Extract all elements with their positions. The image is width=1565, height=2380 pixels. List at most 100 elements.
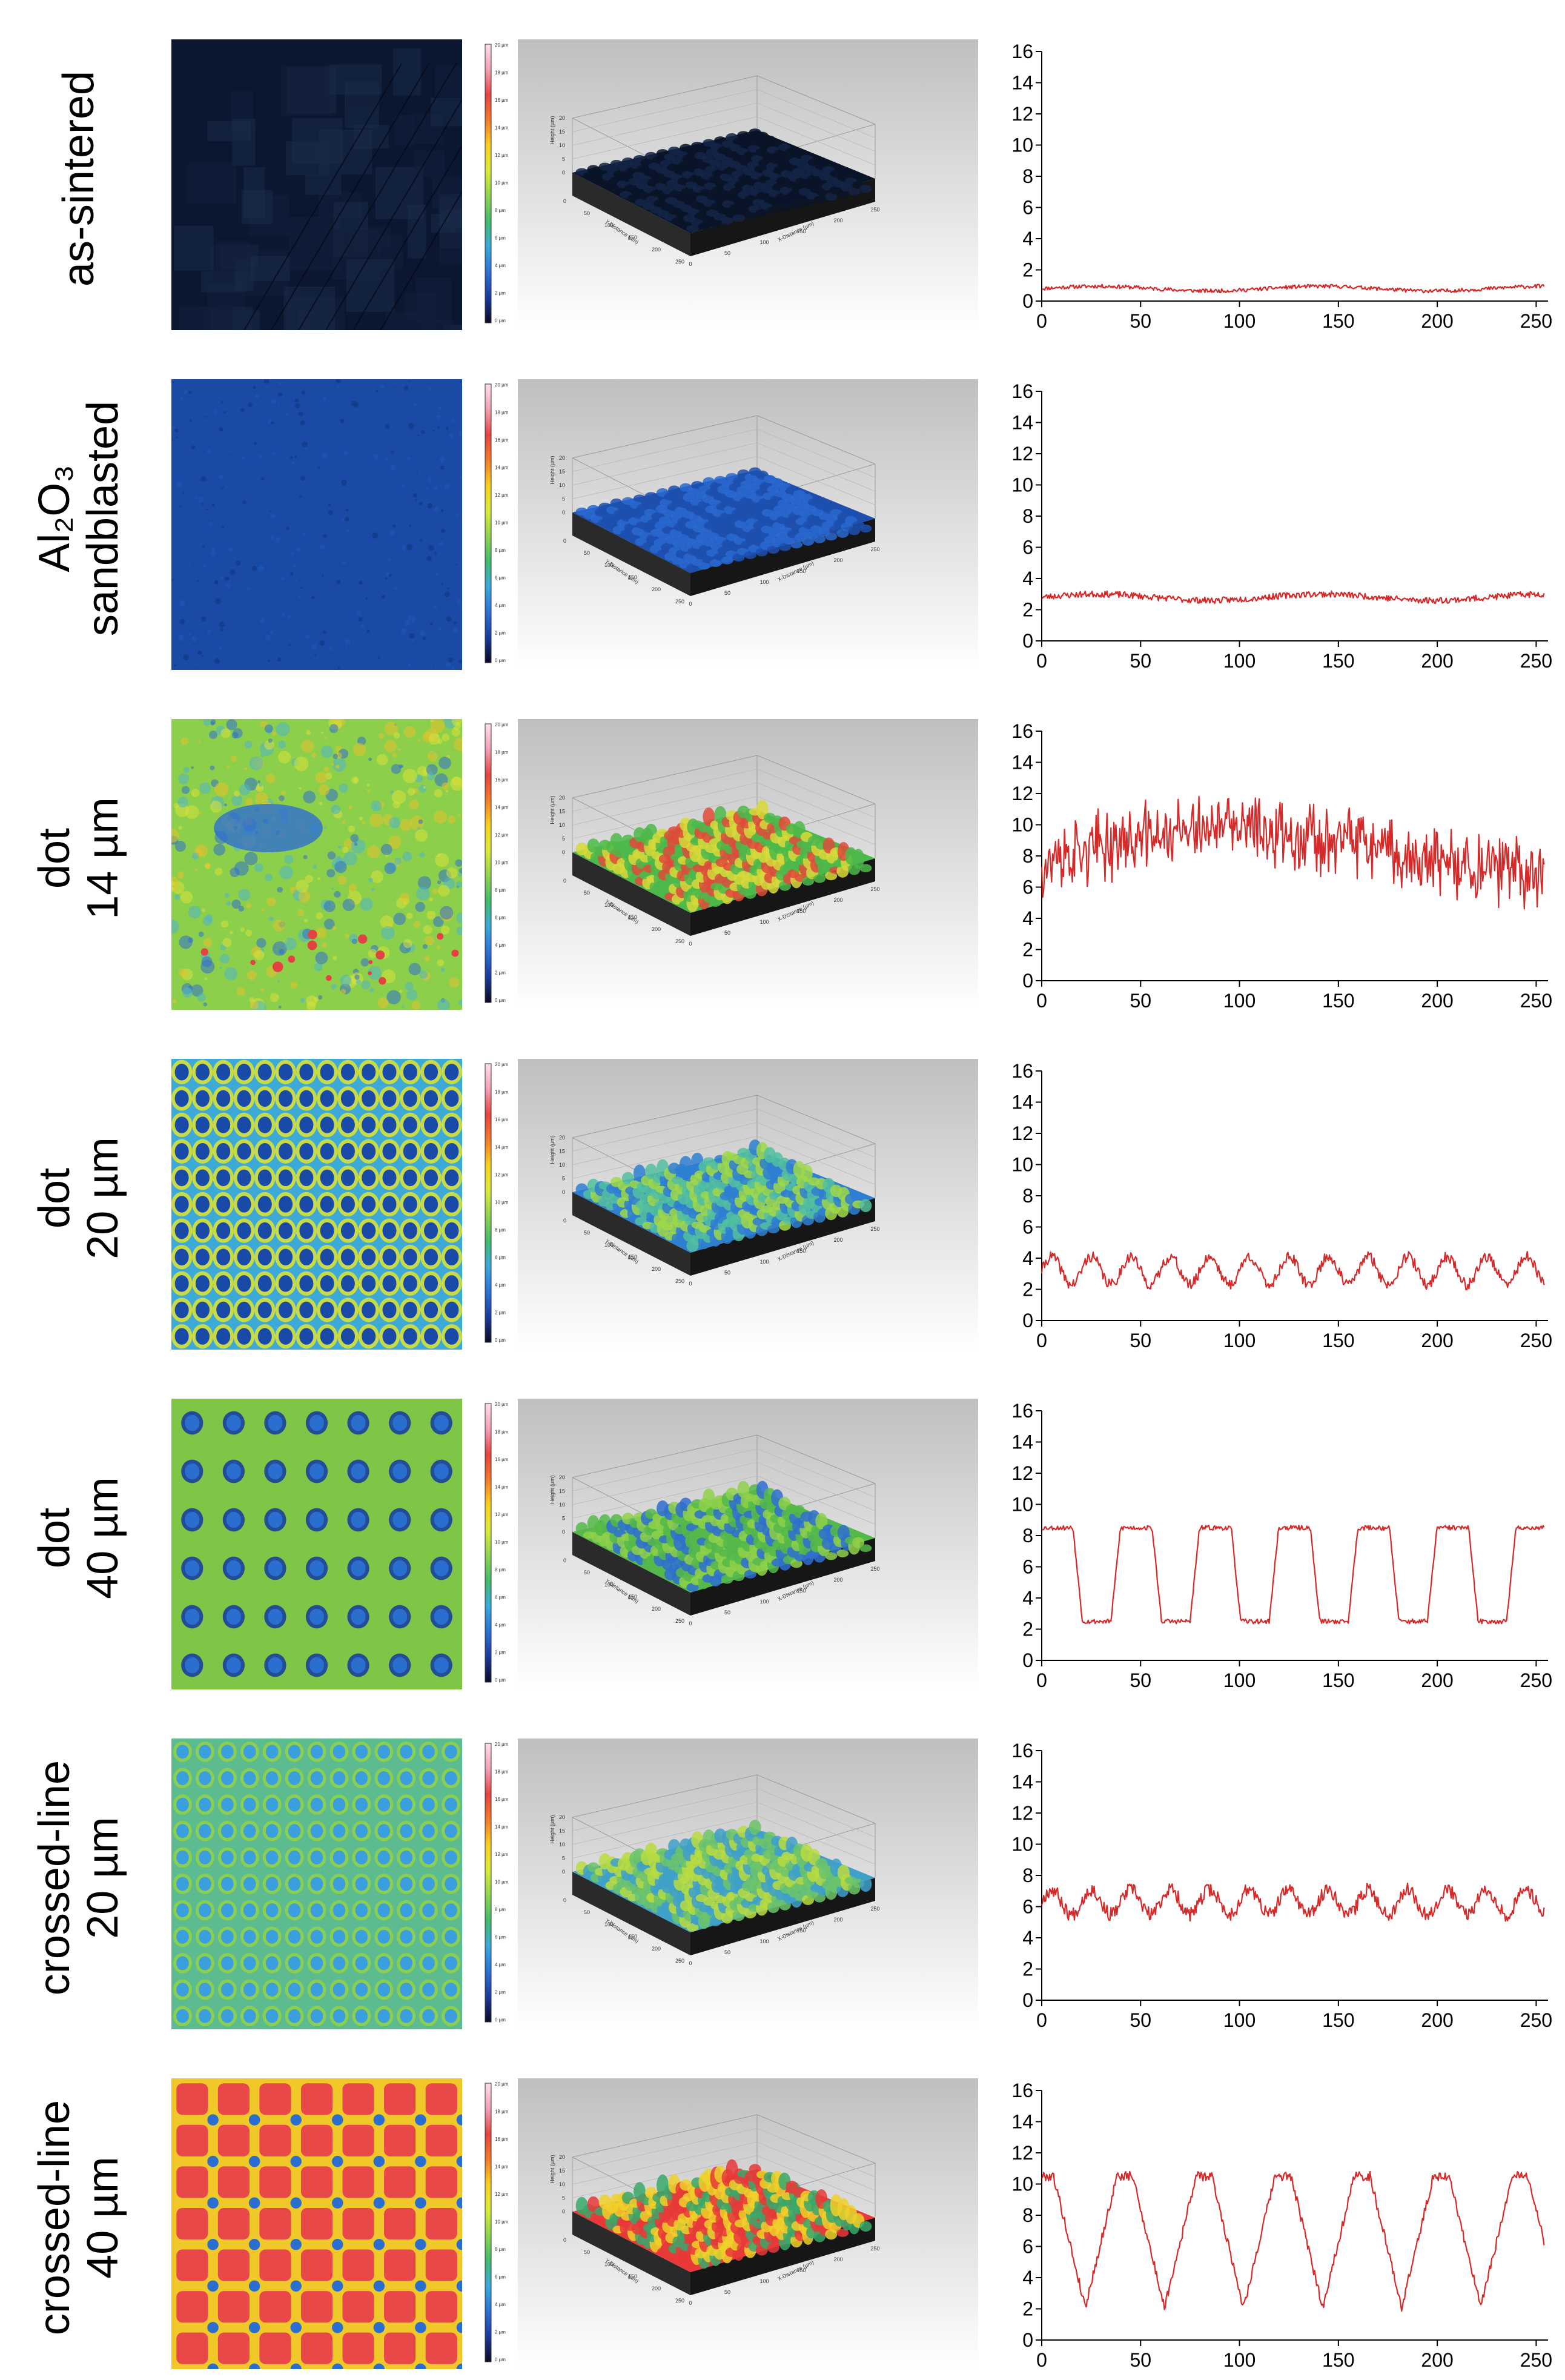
- map-dot-core: [424, 1064, 438, 1081]
- map-dot-core: [288, 1797, 301, 1812]
- map-dot-core: [434, 1511, 449, 1528]
- map-dot-core: [257, 1090, 272, 1107]
- map-pit: [415, 2155, 426, 2167]
- axis-z-label: Height (µm): [549, 1135, 555, 1164]
- colorbar-tick: 20 µm: [495, 1742, 509, 1747]
- colorbar: [485, 1063, 492, 1343]
- sample-label-line: Al₂O₃: [30, 465, 79, 572]
- map-dot-core: [333, 1771, 346, 1785]
- y-tick-label: 6: [1022, 197, 1033, 219]
- map-speckle: [344, 638, 351, 645]
- map-dot-core: [195, 1275, 210, 1292]
- map-blotch: [233, 728, 243, 738]
- y-tick-label: 2: [1022, 1619, 1033, 1640]
- map-dot-core: [174, 1248, 189, 1266]
- map-speckle: [311, 644, 317, 650]
- axis-y-tick: 50: [584, 2249, 590, 2255]
- map-speckle: [420, 430, 425, 434]
- map-speckle: [273, 648, 275, 651]
- x-tick-label: 250: [1520, 1330, 1552, 1350]
- map-speckle: [445, 591, 450, 597]
- map-speckle: [439, 457, 445, 463]
- x-tick-label: 150: [1322, 2009, 1354, 2029]
- map-speckle: [306, 634, 310, 639]
- y-tick-label: 0: [1022, 1310, 1033, 1331]
- map-blotch: [325, 736, 328, 739]
- map-dot-core: [226, 1608, 241, 1625]
- map-speckle: [458, 432, 462, 437]
- colorbar-tick: 14 µm: [495, 465, 509, 471]
- axis-z-tick: 20: [559, 1135, 565, 1141]
- map-dot-core: [445, 1877, 457, 1891]
- map-blotch: [435, 853, 449, 867]
- map-speckle: [408, 423, 414, 429]
- map-speckle: [221, 401, 223, 403]
- map-dot-core: [176, 1824, 189, 1838]
- map-dot-core: [400, 1824, 413, 1838]
- axis-z-tick: 10: [559, 142, 565, 148]
- map-blotch: [331, 983, 337, 990]
- map-speckle: [451, 419, 455, 423]
- map-dot-core: [355, 1929, 368, 1944]
- map-speckle: [261, 437, 263, 439]
- map-dot-core: [216, 1142, 231, 1160]
- axis-z-tick: 10: [559, 822, 565, 828]
- axis-x-tick: 0: [689, 1620, 692, 1626]
- map-speckle: [380, 385, 385, 389]
- map-cell: [259, 2083, 291, 2115]
- map-blotch: [231, 900, 241, 909]
- map-cell: [176, 2083, 208, 2115]
- map-speckle: [390, 465, 396, 471]
- axis-z-label: Height (µm): [549, 795, 555, 824]
- map-dot-core: [424, 1301, 438, 1319]
- map-dot-core: [434, 1657, 449, 1674]
- surface-peak: [852, 849, 865, 869]
- map-speckle: [270, 510, 271, 512]
- colorbar-tick: 16 µm: [495, 1797, 509, 1802]
- map-speckle: [408, 615, 413, 620]
- map-speckle: [220, 488, 223, 489]
- axis-x-tick: 50: [724, 2289, 730, 2295]
- map-dot-core: [220, 1983, 234, 1997]
- map-speckle: [435, 572, 439, 576]
- map-blotch: [209, 731, 217, 740]
- map-dot-core: [216, 1064, 231, 1081]
- height-map-image: [171, 379, 462, 670]
- axis-x-tick: 250: [870, 546, 879, 552]
- map-dot-core: [424, 1248, 438, 1266]
- map-dot-core: [422, 1745, 435, 1759]
- axis-x-tick: 150: [796, 1928, 806, 1934]
- map-dot-core: [382, 1090, 397, 1107]
- map-dot-core: [403, 1301, 417, 1319]
- colorbar-tick: 4 µm: [495, 1962, 506, 1967]
- colorbar: [485, 383, 492, 663]
- axis-z-tick: 5: [562, 496, 565, 502]
- map-dot-core: [237, 1248, 251, 1266]
- map-blotch: [409, 815, 425, 830]
- profile-chart: 0 2 4 6 8 10 12 14 16 0 50 100 150 200 250: [987, 1053, 1565, 1351]
- colorbar-tick: 8 µm: [495, 1567, 506, 1573]
- map-blotch: [210, 719, 216, 725]
- map-pit: [332, 2114, 343, 2126]
- map-cell: [384, 2207, 416, 2240]
- axis-x-tick: 250: [870, 1906, 879, 1912]
- x-tick-label: 150: [1322, 990, 1354, 1010]
- surface-peak: [802, 877, 815, 886]
- map-cell: [384, 2166, 416, 2198]
- axis-z-tick: 15: [559, 1149, 565, 1155]
- map-blotch: [178, 773, 190, 784]
- map-dot-core: [355, 1983, 368, 1997]
- x-tick-label: 0: [1036, 2009, 1047, 2029]
- map-blotch: [234, 791, 240, 797]
- map-blotch: [261, 908, 265, 912]
- axis-y-tick: 200: [652, 2286, 661, 2292]
- map-pit: [207, 2155, 219, 2167]
- map-speckle: [265, 635, 271, 641]
- map-speckle: [183, 654, 190, 660]
- surface-peak: [732, 553, 745, 562]
- surface-peak: [633, 2182, 646, 2202]
- map-dot-core: [237, 1142, 251, 1160]
- map-speckle: [294, 579, 297, 582]
